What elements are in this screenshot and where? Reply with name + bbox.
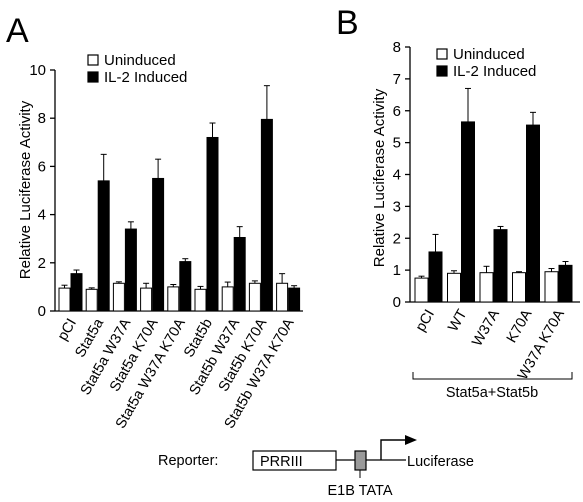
reporter-label: Reporter: [158,453,218,469]
panel-b-legend-uninduced: Uninduced [453,46,525,63]
panel-a-legend-swatch-induced [87,71,99,83]
panel-a-bar-induced [124,228,137,312]
panel-b-group-bracket [412,372,573,380]
panel-a-category-label: pCI [55,316,80,344]
panel-a-bar-induced [233,236,246,312]
panel-a-bar-uninduced [58,287,71,312]
panel-b-y-ticks: 0 1 2 3 4 5 6 7 8 [393,39,410,311]
panel-a-y-axis-title: Relative Luciferase Activity [17,100,34,279]
panel-a-bar-induced [70,273,83,312]
panel-a-bar-uninduced [221,286,234,312]
panel-a-y-ticks: 0 2 4 6 8 10 [29,62,55,320]
panel-a-legend-induced: IL-2 Induced [104,69,187,86]
panel-a-bar-induced [288,287,301,312]
panel-a-letter: A [6,12,29,50]
panel-a-y-tick-label: 10 [29,62,46,79]
panel-b-bar-uninduced [479,272,494,303]
panel-a-y-tick-label: 8 [38,110,46,127]
panel-b-y-tick-label: 7 [393,71,401,88]
panel-a-bar-uninduced [85,288,98,312]
panel-a-bar-induced [97,180,110,312]
reporter-diagram: Reporter: PRRIII E1B TATA Luciferase [158,435,474,499]
panel-a-bar-uninduced [276,282,289,312]
panel-a-bar-uninduced [248,282,261,312]
panel-b-y-tick-label: 3 [393,198,401,215]
reporter-promoter-label: PRRIII [260,454,303,470]
panel-b-y-tick-label: 4 [393,167,401,184]
panel-a-y-tick-label: 2 [38,255,46,272]
panel-a-legend: Uninduced IL-2 Induced [87,52,187,86]
panel-a-bar-uninduced [167,286,180,312]
panel-b-category-label: W37A [469,307,503,349]
panel-b-bar-induced [493,229,508,303]
panel-b-bars [414,87,573,303]
panel-a-legend-uninduced: Uninduced [104,52,176,69]
panel-b-bar-induced [526,124,540,303]
reporter-promoter-box [252,450,337,471]
panel-b-y-tick-label: 0 [393,294,401,311]
panel-a-bar-induced [206,136,219,312]
panel-a-y-tick-label: 0 [38,303,46,320]
panel-b-legend-swatch-induced [436,65,448,77]
panel-b-bar-uninduced [544,271,559,303]
panel-b-bar-uninduced [414,277,429,303]
panel-b-legend-swatch-uninduced [436,48,448,60]
panel-a-bar-uninduced [112,282,125,312]
panel-b-letter: B [336,4,359,42]
panel-a-bar-uninduced [140,287,153,312]
panel-b-bar-uninduced [512,272,526,303]
panel-a-bars [58,85,301,312]
panel-a-legend-swatch-uninduced [87,54,99,66]
panel-b-y-tick-label: 5 [393,135,401,152]
reporter-tata-label: E1B TATA [327,483,392,499]
panel-b-bar-uninduced [447,272,461,303]
panel-a-bar-induced [152,177,165,312]
panel-b-category-label: WT [445,307,470,335]
panel-b-y-axis-title: Relative Luciferase Activity [371,88,388,267]
panel-b-y-tick-label: 1 [393,262,401,279]
panel-a-bar-induced [179,261,192,312]
panel-a: A Relative Luciferase Activity 0 2 4 6 8 10 p… [6,12,303,432]
panel-a-y-tick-label: 4 [38,207,46,224]
reporter-gene-label: Luciferase [407,454,474,470]
transcription-arrowhead-icon [405,435,417,445]
panel-b-legend-induced: IL-2 Induced [453,63,536,80]
panel-b-bar-induced [428,251,443,303]
panel-b-legend: Uninduced IL-2 Induced [436,46,536,80]
panel-b-y-tick-label: 8 [393,39,401,56]
panel-a-bar-induced [260,118,273,312]
transcription-start-arrow-icon [380,439,408,460]
panel-b-category-label: pCI [413,307,438,335]
panel-b-bar-induced [558,264,573,303]
panel-b-category-label: K70A [504,307,536,346]
panel-a-y-tick-label: 6 [38,158,46,175]
panel-b-group-label: Stat5a+Stat5b [446,385,538,401]
panel-b-y-tick-label: 2 [393,230,401,247]
panel-a-bar-uninduced [194,288,207,312]
panel-b-y-tick-label: 6 [393,103,401,120]
panel-b: B Relative Luciferase Activity 0 1 2 3 4 5 6 7 8… [336,4,580,401]
reporter-tata-box [354,450,367,471]
panel-b-bar-induced [461,121,475,303]
